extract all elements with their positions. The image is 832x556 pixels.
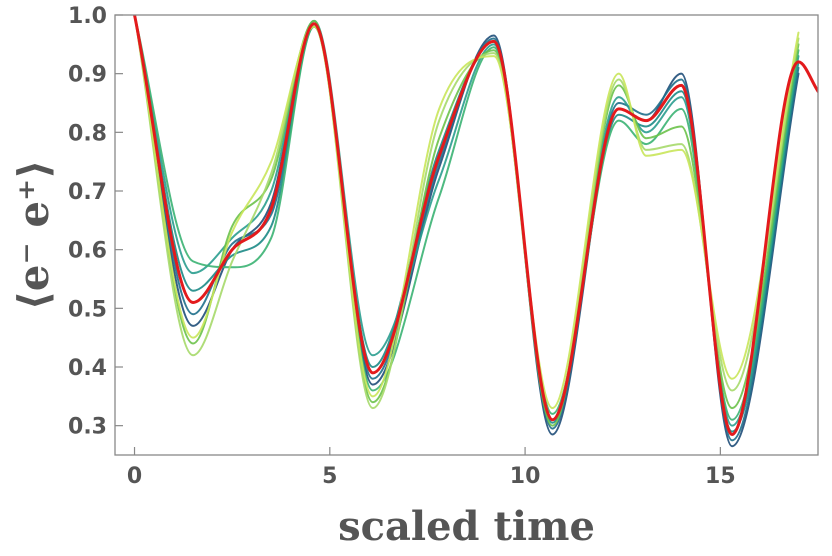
x-tick-label: 5 bbox=[322, 464, 337, 489]
y-tick-label: 0.4 bbox=[68, 356, 107, 381]
x-tick-label: 0 bbox=[127, 464, 142, 489]
y-tick-label: 0.7 bbox=[68, 180, 107, 205]
x-tick-label: 15 bbox=[705, 464, 736, 489]
y-tick-label: 0.8 bbox=[68, 121, 107, 146]
y-tick-label: 0.9 bbox=[68, 63, 107, 88]
plot-frame bbox=[114, 14, 819, 456]
y-tick-label: 0.3 bbox=[68, 415, 107, 440]
ticks-layer: 0 5 10 15 0.3 0.4 0.5 0.6 0.7 0.8 0.9 1.0 bbox=[68, 4, 736, 489]
y-tick-label: 0.6 bbox=[68, 239, 107, 264]
x-axis-title: scaled time bbox=[338, 503, 595, 550]
series-layer bbox=[133, 15, 818, 448]
mean-series-line bbox=[133, 15, 818, 436]
y-axis-title: ⟨e⁻ e⁺⟩ bbox=[9, 160, 58, 311]
x-tick-label: 10 bbox=[510, 464, 541, 489]
y-tick-label: 0.5 bbox=[68, 297, 107, 322]
y-tick-label: 1.0 bbox=[68, 4, 107, 29]
